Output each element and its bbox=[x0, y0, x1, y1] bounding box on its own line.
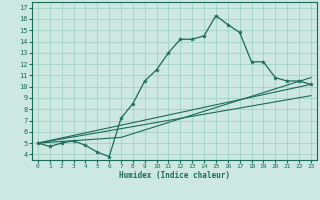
X-axis label: Humidex (Indice chaleur): Humidex (Indice chaleur) bbox=[119, 171, 230, 180]
